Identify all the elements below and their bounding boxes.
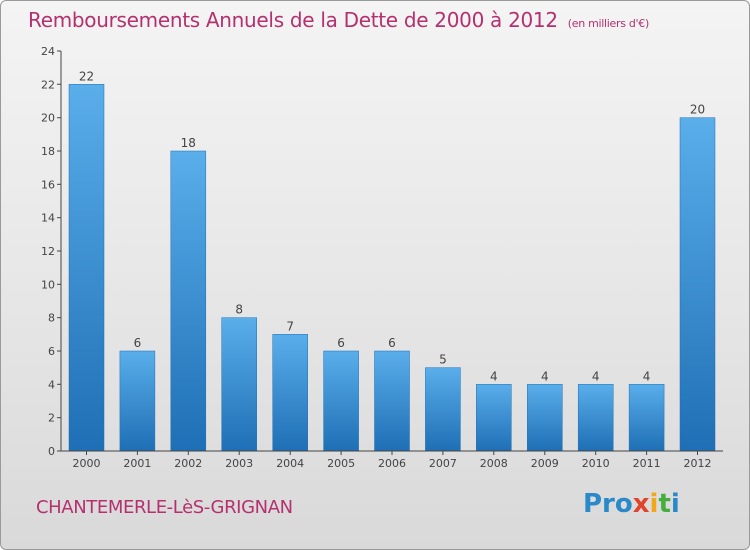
- logo-part-5: i: [670, 489, 680, 519]
- y-tick-label-24: 24: [41, 45, 55, 58]
- x-tick-label-2005: 2005: [327, 457, 355, 470]
- x-tick-label-2006: 2006: [378, 457, 406, 470]
- x-tick-label-2010: 2010: [582, 457, 610, 470]
- bar-2012: [679, 117, 716, 452]
- logo-part-1: Pro: [583, 489, 633, 519]
- bar-2007: [425, 367, 461, 452]
- x-tick-label-2000: 2000: [73, 457, 101, 470]
- data-label-2007: 5: [439, 353, 447, 367]
- y-tick-label-18: 18: [41, 145, 55, 158]
- logo-part-4: t: [658, 489, 671, 519]
- data-label-2010: 4: [592, 369, 600, 383]
- y-tick-label-6: 6: [48, 345, 55, 358]
- y-tick-label-16: 16: [41, 178, 55, 191]
- bar-2004: [272, 334, 308, 452]
- y-tick-label-2: 2: [48, 412, 55, 425]
- y-tick-label-8: 8: [48, 312, 55, 325]
- logo-part-3: i: [649, 489, 659, 519]
- data-label-2006: 6: [388, 336, 396, 350]
- x-tick-label-2012: 2012: [684, 457, 712, 470]
- data-label-2009: 4: [541, 369, 549, 383]
- x-tick-label-2008: 2008: [480, 457, 508, 470]
- bar-2008: [476, 384, 512, 452]
- data-label-2004: 7: [286, 319, 294, 333]
- logo-part-2: x: [632, 489, 650, 519]
- x-tick-label-2007: 2007: [429, 457, 457, 470]
- bar-2002: [170, 150, 207, 452]
- data-label-2011: 4: [643, 369, 651, 383]
- bar-2010: [577, 384, 614, 452]
- bar-2003: [221, 317, 257, 452]
- y-tick-label-4: 4: [48, 378, 55, 391]
- bar-2005: [323, 350, 359, 452]
- x-tick-label-2004: 2004: [276, 457, 304, 470]
- y-tick-label-10: 10: [41, 278, 55, 291]
- y-tick-label-20: 20: [41, 112, 55, 125]
- x-tick-label-2009: 2009: [531, 457, 559, 470]
- proxiti-logo[interactable]: Proxiti: [583, 489, 680, 519]
- title-text: Remboursements Annuels de la Dette de 20…: [28, 8, 558, 32]
- y-tick-label-14: 14: [41, 212, 55, 225]
- data-label-2001: 6: [134, 336, 142, 350]
- data-label-2000: 22: [79, 69, 94, 83]
- data-label-2003: 8: [235, 303, 243, 317]
- y-tick-label-22: 22: [41, 78, 55, 91]
- data-label-2012: 20: [690, 103, 705, 117]
- bar-2001: [119, 350, 156, 452]
- bar-2011: [628, 384, 665, 452]
- data-label-2008: 4: [490, 369, 498, 383]
- bar-2009: [527, 384, 563, 452]
- chart-title: Remboursements Annuels de la Dette de 20…: [28, 8, 649, 32]
- x-tick-label-2002: 2002: [174, 457, 202, 470]
- x-tick-label-2011: 2011: [633, 457, 661, 470]
- unit-label: (en milliers d'€): [567, 17, 649, 30]
- bar-2000: [68, 84, 105, 452]
- data-label-2005: 6: [337, 336, 345, 350]
- commune-name: CHANTEMERLE-LèS-GRIGNAN: [36, 497, 293, 518]
- x-tick-label-2003: 2003: [225, 457, 253, 470]
- data-label-2002: 18: [181, 136, 196, 150]
- x-tick-label-2001: 2001: [123, 457, 151, 470]
- bar-2006: [374, 350, 410, 452]
- y-tick-label-12: 12: [41, 245, 55, 258]
- y-tick-label-0: 0: [48, 445, 55, 458]
